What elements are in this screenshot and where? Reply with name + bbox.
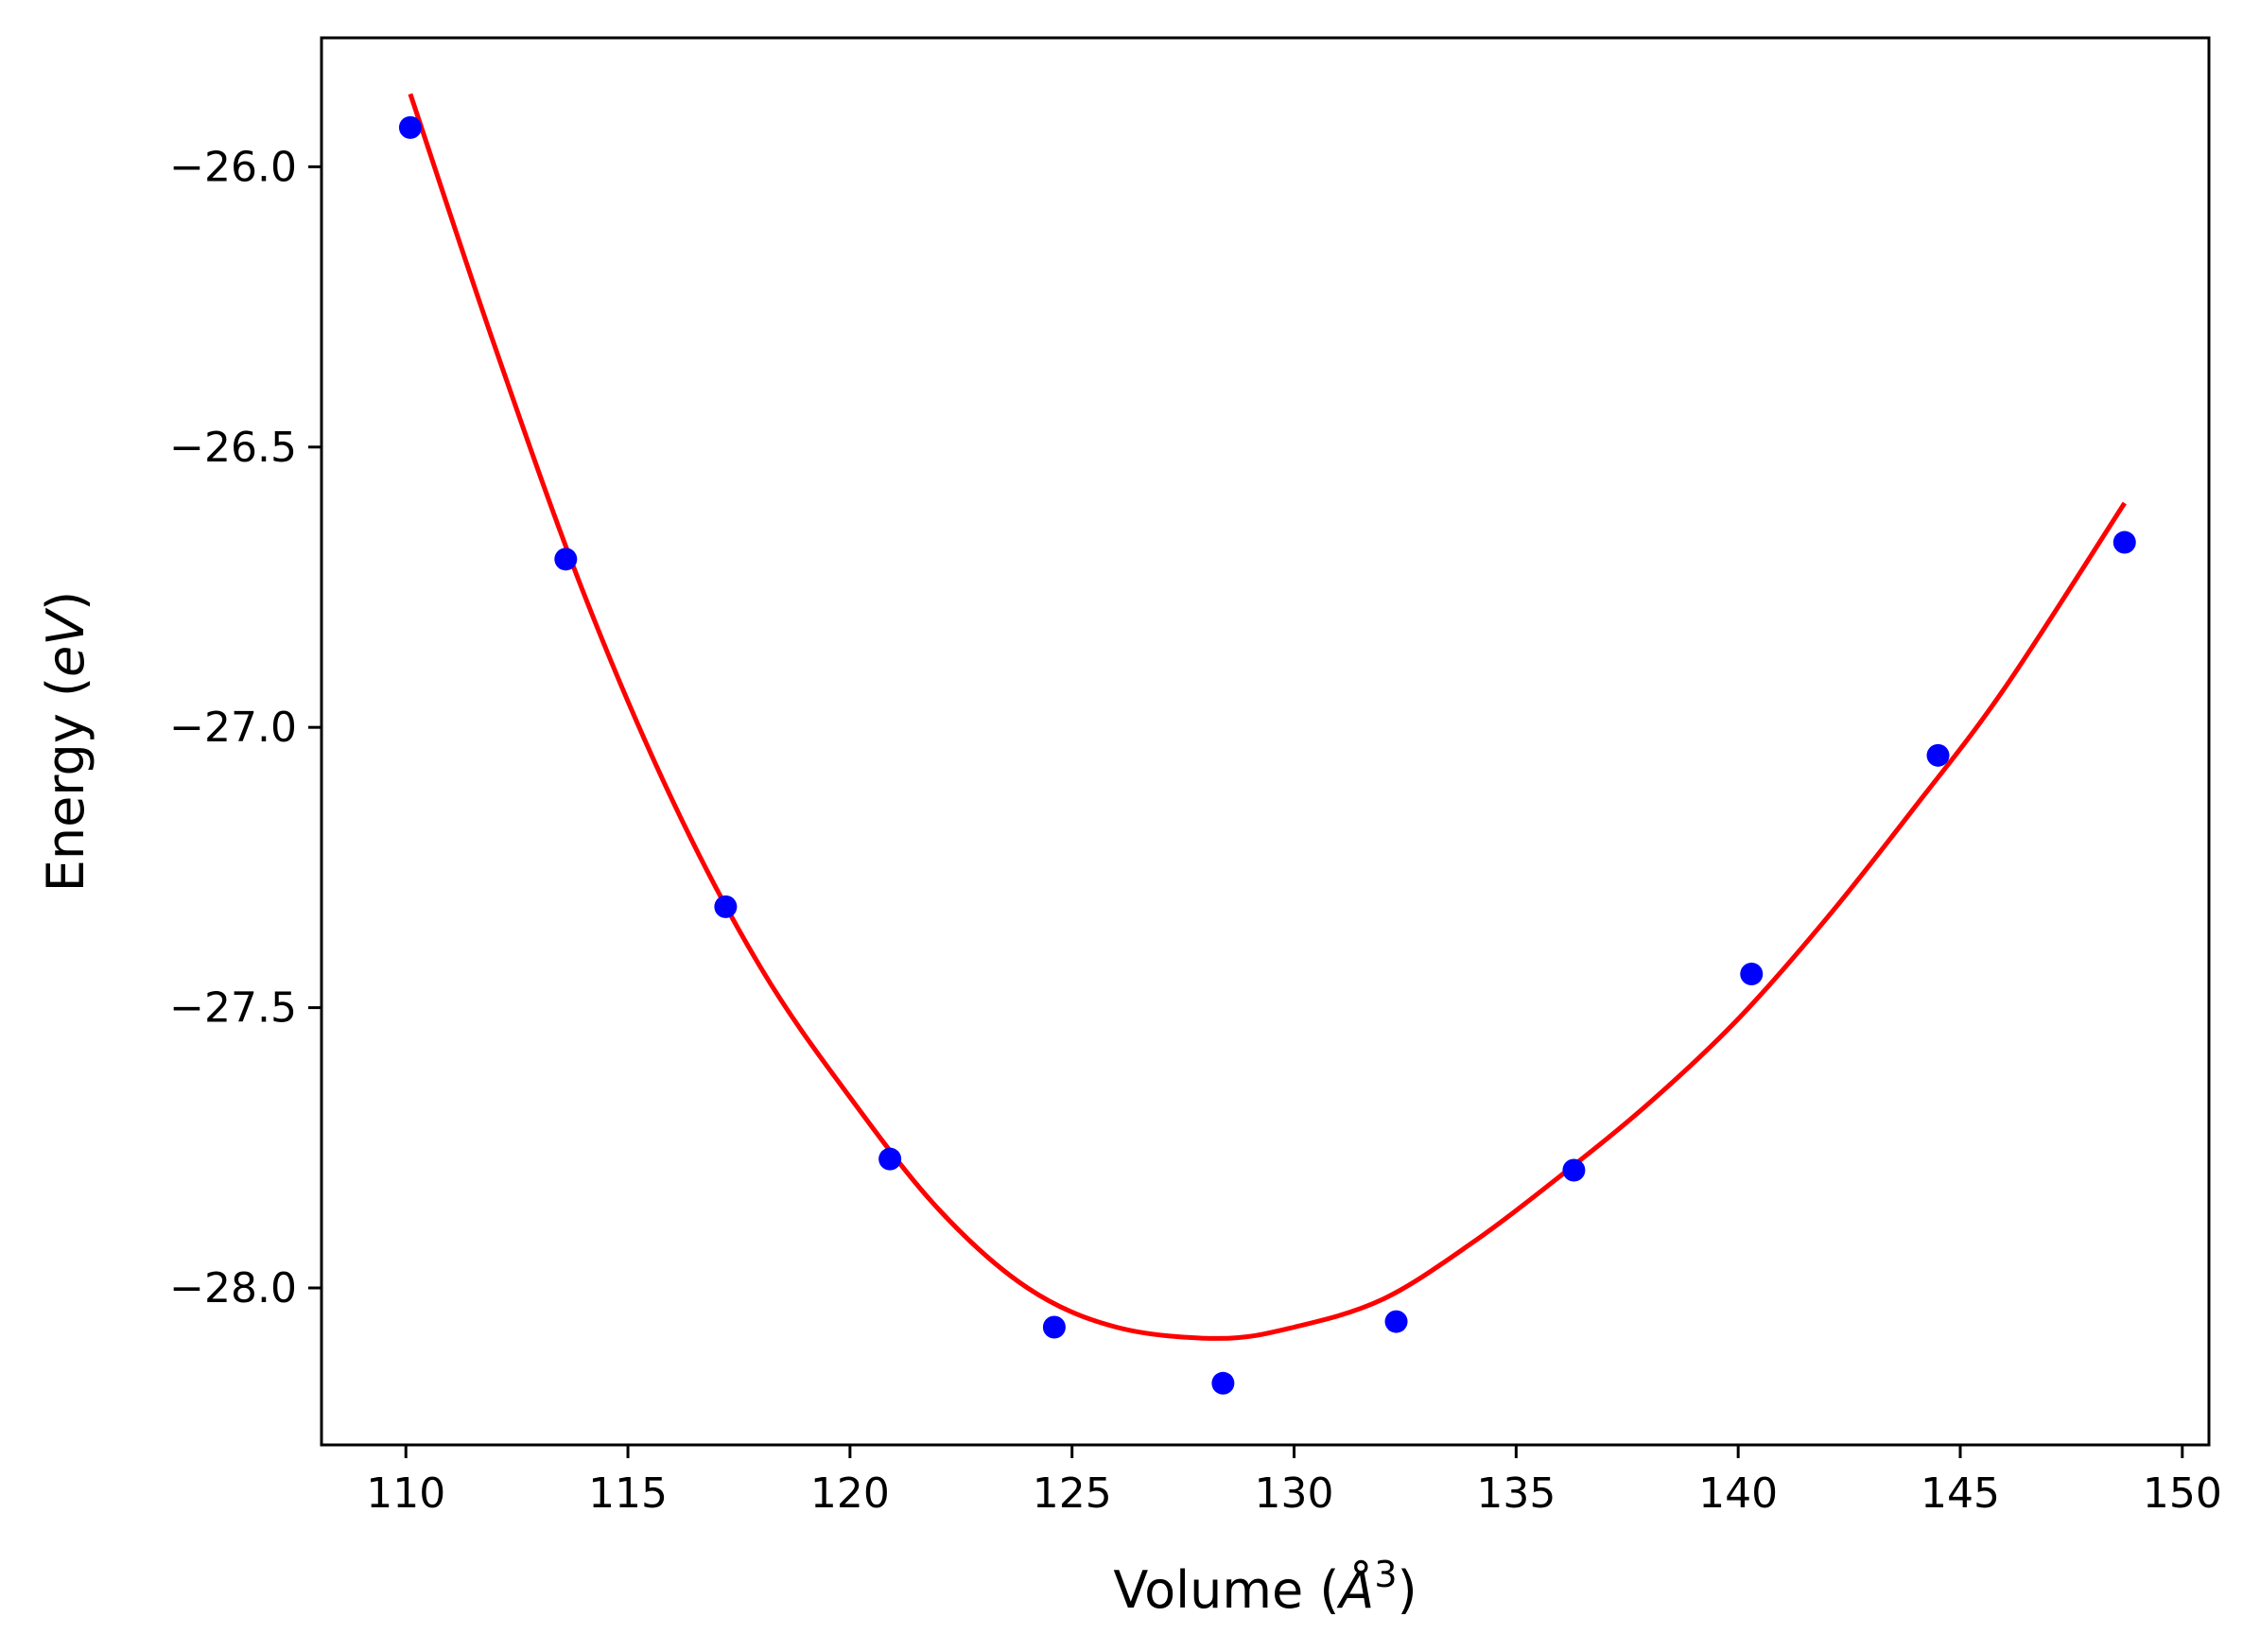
data-point <box>1740 963 1764 986</box>
plot-content <box>398 93 2136 1395</box>
data-point <box>1042 1315 1066 1339</box>
data-point <box>1211 1371 1235 1395</box>
y-tick-label: −28.0 <box>169 1264 297 1313</box>
y-axis-ticks: −26.0 −26.5 −27.0 −27.5 −28.0 <box>169 143 322 1313</box>
x-tick-label: 135 <box>1476 1469 1556 1518</box>
y-tick-label: −27.0 <box>169 704 297 752</box>
x-tick-label: 145 <box>1921 1469 2000 1518</box>
x-tick-label: 140 <box>1698 1469 1778 1518</box>
data-point <box>554 548 578 571</box>
x-tick-label: 115 <box>588 1469 668 1518</box>
data-point <box>1562 1158 1586 1182</box>
y-axis-label: Energy (eV) <box>36 591 96 893</box>
x-tick-label: 150 <box>2143 1469 2222 1518</box>
data-point <box>2112 530 2136 554</box>
data-point <box>1384 1310 1408 1333</box>
x-tick-label: 130 <box>1255 1469 1334 1518</box>
data-point <box>714 895 738 918</box>
x-tick-label: 110 <box>366 1469 445 1518</box>
y-tick-label: −26.5 <box>169 424 297 472</box>
y-tick-label: −27.5 <box>169 984 297 1033</box>
x-tick-label: 120 <box>810 1469 890 1518</box>
data-point <box>878 1147 902 1171</box>
data-point <box>398 115 422 139</box>
x-tick-label: 125 <box>1033 1469 1112 1518</box>
data-point <box>1926 743 1950 767</box>
y-tick-label: −26.0 <box>169 143 297 191</box>
x-axis-label: Volume (Å3) <box>1113 1554 1417 1620</box>
x-axis-ticks: 110 115 120 125 130 135 140 145 150 <box>366 1445 2222 1518</box>
plot-frame <box>320 36 2211 1447</box>
fit-curve-line <box>408 93 2127 1341</box>
